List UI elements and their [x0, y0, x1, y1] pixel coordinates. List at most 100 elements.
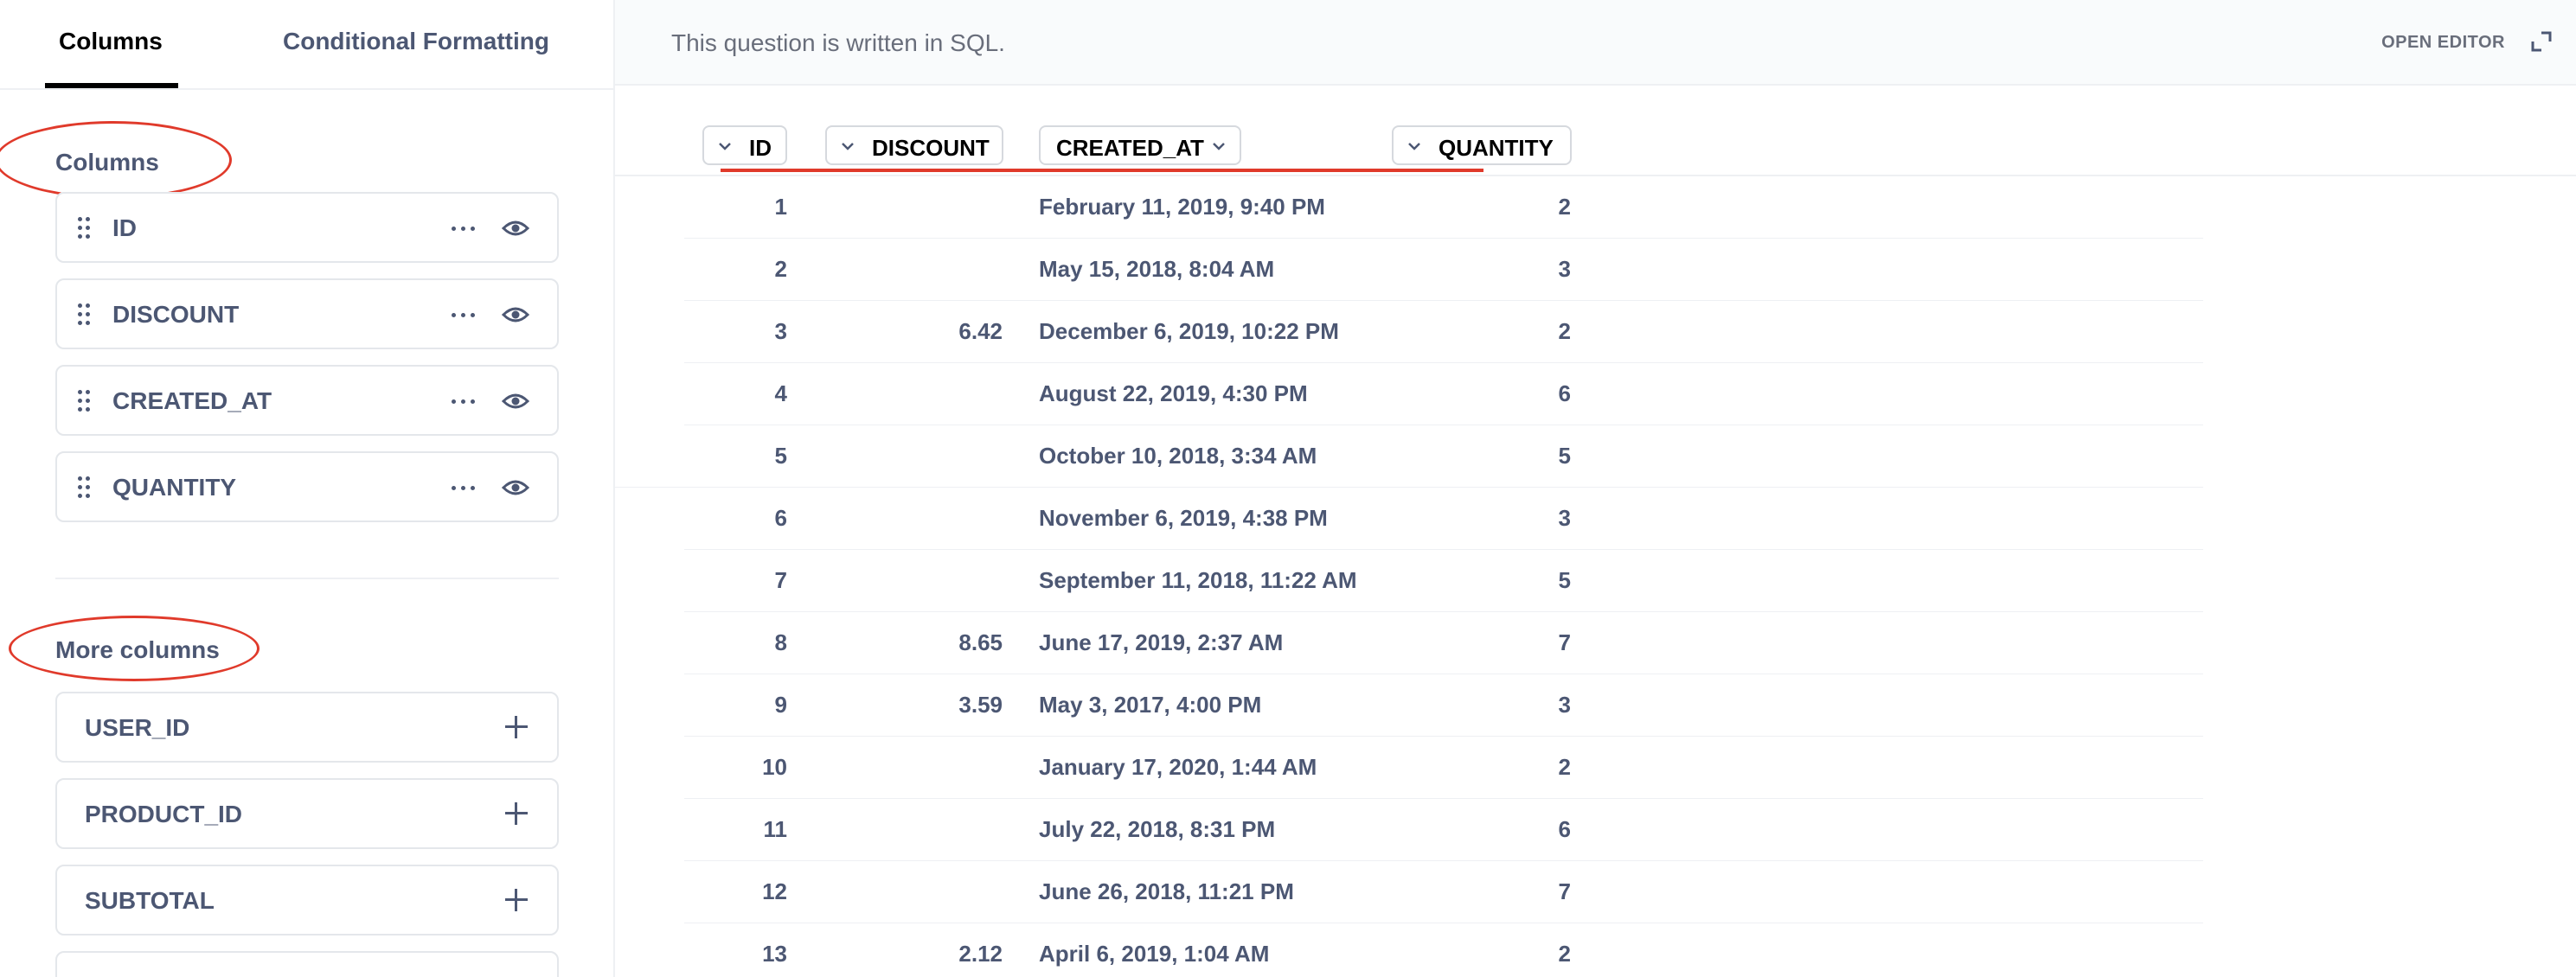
header-label: QUANTITY	[1439, 135, 1554, 161]
active-tab-indicator	[45, 83, 178, 88]
cell-id: 2	[774, 256, 787, 282]
table-row[interactable]: 7 September 11, 2018, 11:22 AM 5	[684, 550, 2203, 612]
cell-quantity: 5	[1558, 443, 1571, 469]
more-column-card-user-id[interactable]: USER_ID	[55, 692, 559, 763]
eye-icon[interactable]	[498, 472, 533, 503]
header-label: ID	[749, 135, 772, 161]
column-name: USER_ID	[85, 714, 190, 741]
results-table: ID DISCOUNT CREATED_AT QUANTITY 1 Februar…	[615, 86, 2576, 977]
table-row[interactable]: 4 August 22, 2019, 4:30 PM 6	[684, 363, 2203, 425]
eye-icon[interactable]	[498, 213, 533, 244]
header-discount[interactable]: DISCOUNT	[825, 125, 1003, 165]
cell-created-at: February 11, 2019, 9:40 PM	[1039, 194, 1325, 220]
add-column-icon[interactable]	[502, 712, 531, 742]
cell-id: 3	[774, 318, 787, 344]
column-name: PRODUCT_ID	[85, 801, 243, 827]
tab-columns[interactable]: Columns	[59, 28, 163, 54]
chevron-down-icon	[1213, 143, 1225, 150]
column-name: SUBTOTAL	[85, 887, 215, 914]
column-name: QUANTITY	[112, 474, 237, 501]
cell-discount: 2.12	[958, 941, 1003, 967]
cell-discount: 6.42	[958, 318, 1003, 344]
more-column-card-product-id[interactable]: PRODUCT_ID	[55, 778, 559, 849]
table-row[interactable]: 11 July 22, 2018, 8:31 PM 6	[684, 799, 2203, 861]
columns-section-title: Columns	[55, 149, 159, 176]
table-row[interactable]: 6 November 6, 2019, 4:38 PM 3	[684, 488, 2203, 550]
more-options-icon[interactable]	[448, 303, 479, 327]
header-label: CREATED_AT	[1056, 135, 1204, 161]
cell-created-at: April 6, 2019, 1:04 AM	[1039, 941, 1270, 967]
cell-id: 12	[762, 878, 787, 904]
header-label: DISCOUNT	[872, 135, 990, 161]
cell-quantity: 5	[1558, 567, 1571, 593]
add-column-icon[interactable]	[502, 799, 531, 828]
more-options-icon[interactable]	[448, 389, 479, 413]
column-card-created-at[interactable]: CREATED_AT	[55, 365, 559, 436]
column-name: ID	[112, 214, 137, 241]
table-row[interactable]: 8 8.65 June 17, 2019, 2:37 AM 7	[684, 612, 2203, 674]
cell-id: 1	[774, 194, 787, 220]
cell-created-at: July 22, 2018, 8:31 PM	[1039, 816, 1276, 842]
sql-note: This question is written in SQL.	[671, 29, 1005, 56]
header-quantity[interactable]: QUANTITY	[1392, 125, 1572, 165]
open-editor-button[interactable]: OPEN EDITOR	[2381, 33, 2505, 52]
cell-quantity: 2	[1558, 941, 1571, 967]
cell-id: 9	[774, 692, 787, 718]
drag-handle-icon[interactable]	[78, 476, 92, 499]
drag-handle-icon[interactable]	[78, 390, 92, 412]
cell-quantity: 3	[1558, 692, 1571, 718]
header-id[interactable]: ID	[702, 125, 787, 165]
cell-created-at: May 15, 2018, 8:04 AM	[1039, 256, 1275, 282]
cell-id: 6	[774, 505, 787, 531]
table-row[interactable]: 10 January 17, 2020, 1:44 AM 2	[684, 737, 2203, 799]
table-row[interactable]: 12 June 26, 2018, 11:21 PM 7	[684, 861, 2203, 923]
column-name: DISCOUNT	[112, 301, 240, 328]
column-card-id[interactable]: ID	[55, 192, 559, 263]
cell-created-at: October 10, 2018, 3:34 AM	[1039, 443, 1317, 469]
cell-created-at: August 22, 2019, 4:30 PM	[1039, 380, 1308, 406]
add-column-icon[interactable]	[502, 885, 531, 915]
cell-id: 13	[762, 941, 787, 967]
cell-quantity: 6	[1558, 380, 1571, 406]
sidebar-tabs: Columns Conditional Formatting	[0, 0, 613, 90]
table-row[interactable]: 3 6.42 December 6, 2019, 10:22 PM 2	[684, 301, 2203, 363]
section-divider	[55, 578, 559, 579]
table-row[interactable]: 1 February 11, 2019, 9:40 PM 2	[684, 176, 2203, 239]
cell-created-at: September 11, 2018, 11:22 AM	[1039, 567, 1357, 593]
cell-quantity: 7	[1558, 629, 1571, 655]
cell-created-at: January 17, 2020, 1:44 AM	[1039, 754, 1317, 780]
chevron-down-icon	[1408, 143, 1420, 150]
table-row[interactable]: 5 October 10, 2018, 3:34 AM 5	[615, 425, 2203, 488]
drag-handle-icon[interactable]	[78, 217, 92, 239]
header-created-at[interactable]: CREATED_AT	[1039, 125, 1241, 165]
sidebar: Columns Conditional Formatting Columns I…	[0, 0, 615, 977]
cell-created-at: November 6, 2019, 4:38 PM	[1039, 505, 1328, 531]
cell-quantity: 2	[1558, 754, 1571, 780]
eye-icon[interactable]	[498, 299, 533, 330]
tab-conditional-formatting[interactable]: Conditional Formatting	[283, 28, 549, 54]
table-row[interactable]: 13 2.12 April 6, 2019, 1:04 AM 2	[684, 923, 2203, 977]
cell-quantity: 7	[1558, 878, 1571, 904]
cell-id: 8	[774, 629, 787, 655]
cell-created-at: June 17, 2019, 2:37 AM	[1039, 629, 1284, 655]
drag-handle-icon[interactable]	[78, 303, 92, 326]
more-options-icon[interactable]	[448, 216, 479, 240]
cell-id: 5	[774, 443, 787, 469]
chevron-down-icon	[842, 143, 854, 150]
column-name: CREATED_AT	[112, 387, 272, 414]
cell-quantity: 6	[1558, 816, 1571, 842]
cell-id: 7	[774, 567, 787, 593]
cell-quantity: 3	[1558, 505, 1571, 531]
cell-quantity: 2	[1558, 194, 1571, 220]
chevron-down-icon	[719, 143, 731, 150]
column-card-quantity[interactable]: QUANTITY	[55, 451, 559, 522]
more-column-card-partial[interactable]	[55, 951, 559, 977]
more-options-icon[interactable]	[448, 476, 479, 500]
more-column-card-subtotal[interactable]: SUBTOTAL	[55, 865, 559, 935]
cell-created-at: December 6, 2019, 10:22 PM	[1039, 318, 1339, 344]
expand-icon[interactable]	[2529, 29, 2554, 54]
eye-icon[interactable]	[498, 386, 533, 417]
table-row[interactable]: 2 May 15, 2018, 8:04 AM 3	[684, 239, 2203, 301]
table-row[interactable]: 9 3.59 May 3, 2017, 4:00 PM 3	[684, 674, 2203, 737]
column-card-discount[interactable]: DISCOUNT	[55, 278, 559, 349]
